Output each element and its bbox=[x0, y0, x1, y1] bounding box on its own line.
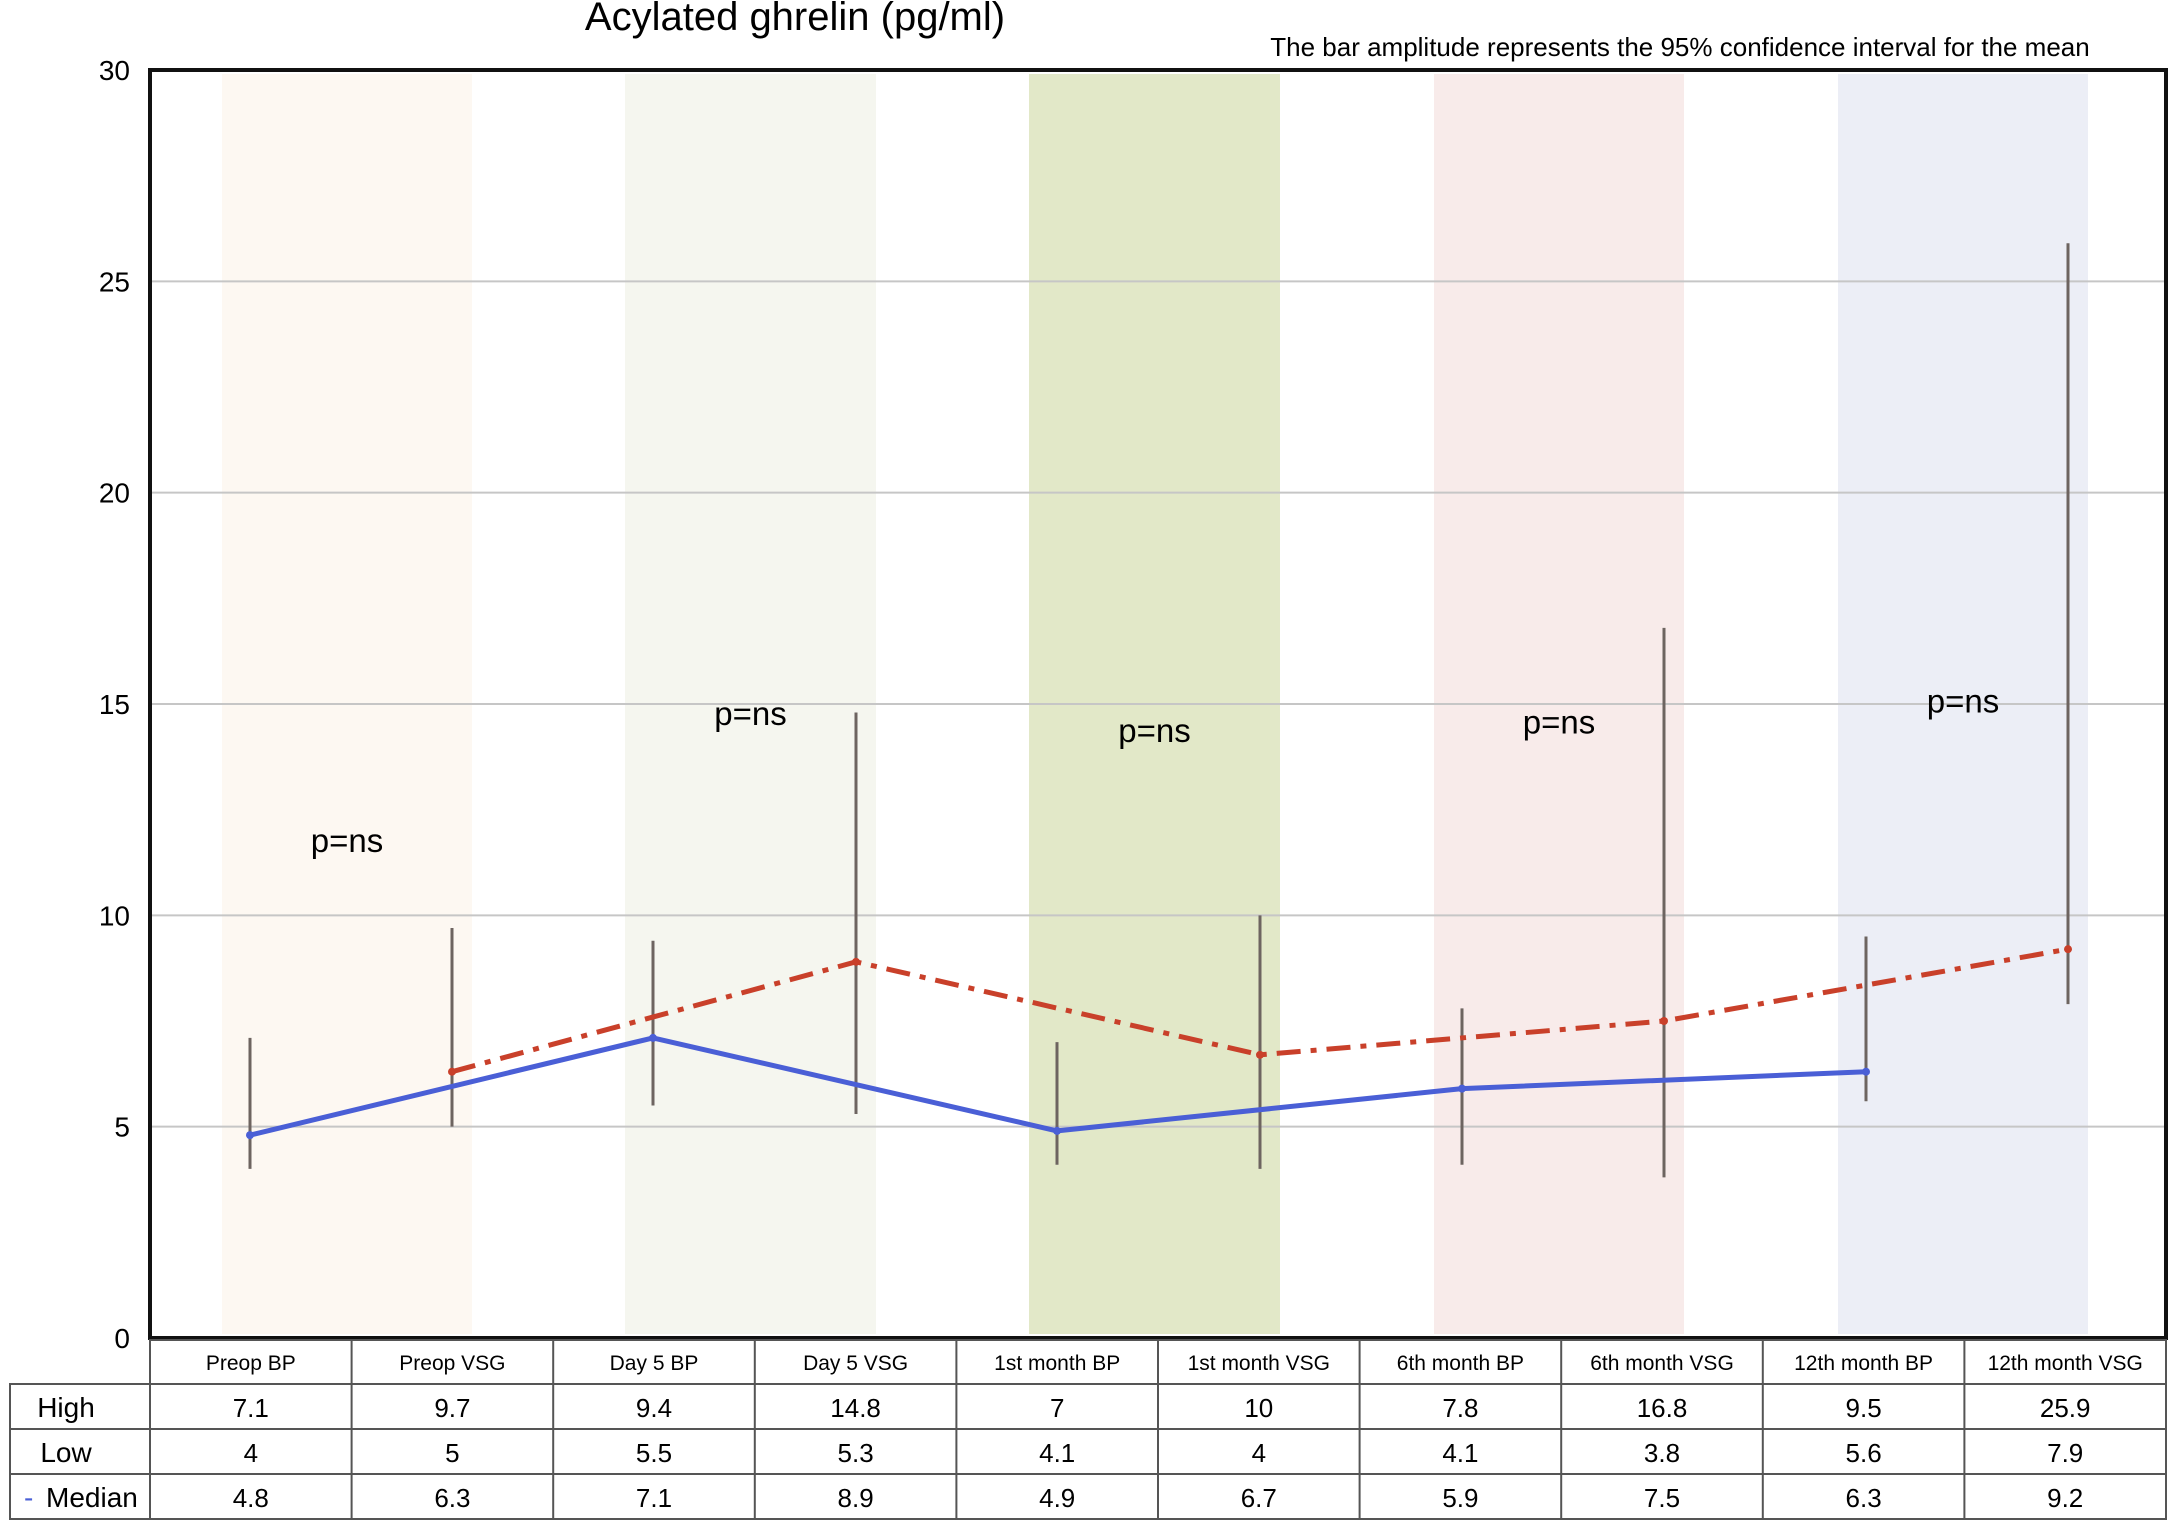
table-cell: 5.6 bbox=[1846, 1438, 1882, 1468]
table-cell: 3.8 bbox=[1644, 1438, 1680, 1468]
row-label-median: Median bbox=[46, 1482, 138, 1513]
median-point-2 bbox=[649, 1033, 657, 1042]
table-body-box bbox=[9, 1383, 2167, 1520]
plot-frame bbox=[148, 68, 2168, 1340]
x-tick-6: 6th month BP bbox=[1397, 1352, 1524, 1375]
x-tick-1: Preop VSG bbox=[399, 1352, 505, 1375]
median-legend-marker: - bbox=[24, 1482, 33, 1513]
table-cell: 7.5 bbox=[1644, 1483, 1680, 1513]
median-point-9 bbox=[2064, 945, 2072, 954]
annotation-p-ns: p=ns bbox=[311, 822, 383, 859]
table-cell: 5.5 bbox=[636, 1438, 672, 1468]
annotation-p-ns: p=ns bbox=[1927, 682, 1999, 719]
chart-title: Acylated ghrelin (pg/ml) bbox=[585, 0, 1005, 39]
y-tick-10: 10 bbox=[99, 900, 130, 931]
y-tick-20: 20 bbox=[99, 478, 130, 509]
y-tick-5: 5 bbox=[114, 1112, 130, 1143]
table-cell: 9.2 bbox=[2047, 1483, 2083, 1513]
errorbar-layer bbox=[248, 243, 2070, 1178]
table-cell: 9.5 bbox=[1846, 1393, 1882, 1423]
x-tick-3: Day 5 VSG bbox=[803, 1352, 908, 1375]
median-point-8 bbox=[1862, 1067, 1870, 1076]
x-tick-8: 12th month BP bbox=[1794, 1352, 1933, 1375]
median-point-4 bbox=[1053, 1126, 1061, 1135]
median-point-6 bbox=[1458, 1084, 1466, 1093]
x-tick-2: Day 5 BP bbox=[610, 1352, 699, 1375]
x-tick-5: 1st month VSG bbox=[1188, 1352, 1330, 1375]
annotation-p-ns: p=ns bbox=[714, 695, 786, 732]
table-cell: 6.7 bbox=[1241, 1483, 1277, 1513]
y-tick-layer: 0 5 10 15 20 25 30 bbox=[99, 55, 130, 1354]
table-cell: 6.3 bbox=[1846, 1483, 1882, 1513]
median-point-1 bbox=[448, 1067, 456, 1076]
table-cell: 7.9 bbox=[2047, 1438, 2083, 1468]
table-cell: 4 bbox=[244, 1438, 258, 1468]
table-cell: 14.8 bbox=[830, 1393, 881, 1423]
table-cell: 7 bbox=[1050, 1393, 1064, 1423]
data-table: Preop BP Preop VSG Day 5 BP Day 5 VSG 1st mo… bbox=[9, 1339, 2167, 1520]
table-cell: 6.3 bbox=[434, 1483, 470, 1513]
annotation-layer: p=ns p=ns p=ns p=ns p=ns bbox=[311, 682, 1999, 858]
x-tick-0: Preop BP bbox=[206, 1352, 296, 1375]
table-cell: 9.4 bbox=[636, 1393, 672, 1423]
x-tick-4: 1st month BP bbox=[994, 1352, 1120, 1375]
table-cell: 10 bbox=[1244, 1393, 1273, 1423]
x-tick-9: 12th month VSG bbox=[1988, 1352, 2143, 1375]
table-cell: 25.9 bbox=[2040, 1393, 2091, 1423]
table-cell: 9.7 bbox=[434, 1393, 470, 1423]
table-cell: 8.9 bbox=[838, 1483, 874, 1513]
table-cell: 5.9 bbox=[1442, 1483, 1478, 1513]
table-cell: 5.3 bbox=[838, 1438, 874, 1468]
median-point-7 bbox=[1660, 1017, 1668, 1025]
table-cell: 4 bbox=[1252, 1438, 1266, 1468]
table-cell: 4.9 bbox=[1039, 1483, 1075, 1513]
y-tick-0: 0 bbox=[114, 1323, 130, 1354]
median-point-0 bbox=[246, 1131, 254, 1140]
table-cell: 7.1 bbox=[636, 1483, 672, 1513]
table-cell: 4.1 bbox=[1039, 1438, 1075, 1468]
table-cell: 16.8 bbox=[1637, 1393, 1688, 1423]
series-layer bbox=[246, 945, 2072, 1140]
median-point-3 bbox=[852, 957, 860, 966]
table-cell: 4.1 bbox=[1442, 1438, 1478, 1468]
y-tick-15: 15 bbox=[99, 689, 130, 720]
table-cell: 7.8 bbox=[1442, 1393, 1478, 1423]
table-cell: 5 bbox=[445, 1438, 459, 1468]
annotation-p-ns: p=ns bbox=[1118, 712, 1190, 749]
annotation-p-ns: p=ns bbox=[1523, 704, 1595, 741]
table-cell: 7.1 bbox=[233, 1393, 269, 1423]
y-tick-25: 25 bbox=[99, 266, 130, 297]
median-point-5 bbox=[1256, 1050, 1264, 1059]
x-tick-7: 6th month VSG bbox=[1590, 1352, 1734, 1375]
chart-note: The bar amplitude represents the 95% con… bbox=[1270, 32, 2089, 62]
grid-layer bbox=[150, 280, 2166, 1128]
row-label-low: Low bbox=[40, 1437, 92, 1468]
table-cell: 4.8 bbox=[233, 1483, 269, 1513]
y-tick-30: 30 bbox=[99, 55, 130, 86]
row-label-high: High bbox=[37, 1392, 95, 1423]
